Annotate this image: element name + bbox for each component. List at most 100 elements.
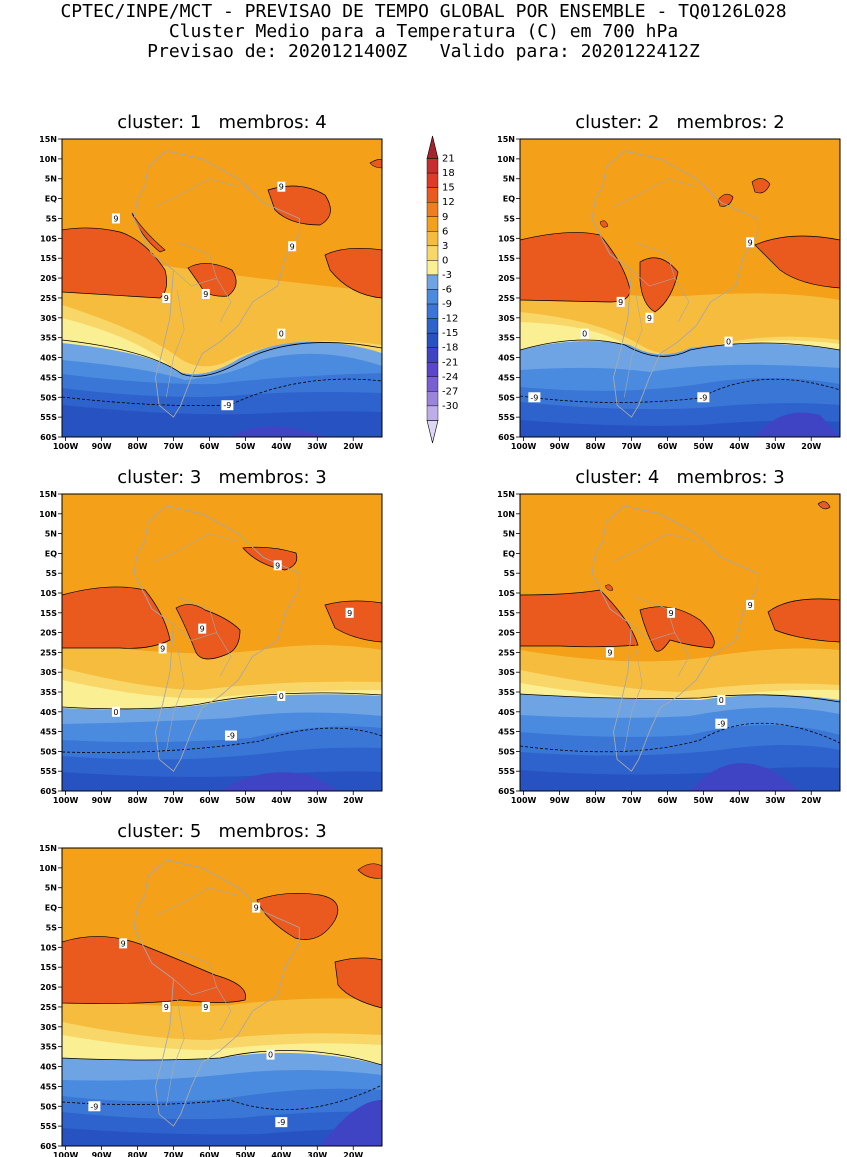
- continent-outline: [133, 859, 300, 1127]
- lon-label: 20W: [801, 442, 821, 451]
- colorbar-label: 21: [442, 154, 455, 165]
- contour-label-box: [277, 181, 286, 192]
- lon-label: 40W: [271, 796, 291, 805]
- contour-label-box: [221, 400, 234, 411]
- country-border: [155, 887, 239, 916]
- colorbar-swatch: [426, 187, 439, 203]
- contour-label-box: [528, 392, 541, 403]
- contour-label: -9: [223, 401, 231, 410]
- lon-label: 90W: [92, 796, 112, 805]
- panel-4-title: cluster: 4 membros: 3: [575, 467, 785, 488]
- lon-label: 80W: [128, 1151, 148, 1157]
- panel-2-title: cluster: 2 membros: 2: [575, 112, 785, 133]
- lon-label: 60W: [199, 442, 219, 451]
- contour-label-box: [717, 694, 726, 705]
- lat-label: 60S: [40, 787, 57, 796]
- main-title: CPTEC/INPE/MCT - PREVISAO DE TEMPO GLOBA…: [60, 1, 787, 22]
- contour-label-box: [715, 718, 728, 729]
- lon-label: 90W: [550, 442, 570, 451]
- colorbar-label: 6: [442, 226, 448, 237]
- panel-3-title: cluster: 3 membros: 3: [117, 467, 327, 488]
- lat-label: 10S: [40, 943, 57, 952]
- lon-label: 70W: [621, 442, 641, 451]
- country-border: [624, 289, 643, 398]
- contour-label: 9: [347, 609, 352, 618]
- contour-label: 9: [160, 644, 165, 653]
- colorbar-label: -21: [442, 357, 458, 368]
- lat-label: 30S: [40, 314, 57, 323]
- lat-label: 45S: [40, 1082, 57, 1091]
- contour-label: 9: [164, 294, 169, 303]
- contour-label: 0: [279, 330, 284, 339]
- panel-3-frame: [61, 493, 383, 792]
- lon-label: 40W: [271, 1151, 291, 1157]
- colorbar-swatch: [426, 201, 439, 217]
- lon-label: 30W: [765, 442, 785, 451]
- country-border: [176, 242, 217, 279]
- lon-label: 60W: [199, 796, 219, 805]
- contour-label-box: [162, 292, 171, 303]
- lat-label: 15N: [39, 135, 57, 144]
- lon-label: 60W: [657, 796, 677, 805]
- lat-label: 40S: [40, 354, 57, 363]
- country-border: [624, 644, 643, 752]
- lon-label: 70W: [163, 1151, 183, 1157]
- contour-label: -9: [699, 393, 707, 402]
- lat-label: 20S: [40, 983, 57, 992]
- contour-label: 9: [279, 183, 284, 192]
- lat-label: 50S: [40, 1102, 57, 1111]
- panel-5-map: [62, 848, 382, 1146]
- contour-label-box: [746, 599, 755, 610]
- contour-label-box: [273, 560, 282, 571]
- lat-label: 60S: [40, 1142, 57, 1151]
- contour-label: 9: [618, 298, 623, 307]
- contour-label: 9: [290, 242, 295, 251]
- lon-label: 80W: [586, 796, 606, 805]
- lat-label: 55S: [40, 413, 57, 422]
- lat-label: 5N: [45, 175, 57, 184]
- contour-label-box: [162, 1001, 171, 1012]
- lat-label: 55S: [498, 413, 515, 422]
- contour-label: 9: [200, 625, 205, 634]
- panel-1-frame: [61, 138, 383, 438]
- colorbar-arrow-bottom: [426, 420, 439, 444]
- contour-label-box: [580, 328, 589, 339]
- continent-outline: [591, 150, 758, 418]
- contour-label: 9: [203, 290, 208, 299]
- lon-label: 80W: [128, 442, 148, 451]
- lon-label: 70W: [163, 796, 183, 805]
- colorbar-swatch: [426, 332, 439, 348]
- lon-label: 30W: [765, 796, 785, 805]
- colorbar-arrow-top: [426, 135, 439, 159]
- contour-label-box: [277, 690, 286, 701]
- lon-label: 50W: [235, 796, 255, 805]
- lat-label: 25S: [40, 1003, 57, 1012]
- lat-label: 20S: [40, 274, 57, 283]
- lon-label: 100W: [53, 796, 79, 805]
- lat-label: 55S: [40, 767, 57, 776]
- lon-label: 80W: [128, 796, 148, 805]
- lat-label: 25S: [498, 648, 515, 657]
- lat-label: EQ: [45, 904, 57, 913]
- colorbar-label: -15: [442, 328, 458, 339]
- contour-label: 9: [203, 1003, 208, 1012]
- lat-label: 5S: [504, 214, 516, 223]
- lat-label: 50S: [40, 393, 57, 402]
- colorbar-swatch: [426, 405, 439, 421]
- lat-label: 30S: [498, 314, 515, 323]
- contour-label: 9: [668, 609, 673, 618]
- lat-label: 15S: [40, 609, 57, 618]
- country-border: [176, 951, 217, 988]
- contour-label-box: [605, 647, 614, 658]
- lat-label: 10N: [39, 864, 57, 873]
- contour-label: 0: [582, 330, 587, 339]
- lat-label: 5N: [45, 884, 57, 893]
- lat-label: 30S: [40, 668, 57, 677]
- country-border: [155, 533, 239, 562]
- lat-label: EQ: [45, 195, 57, 204]
- contour-label: 0: [719, 696, 724, 705]
- contour-label-box: [697, 392, 710, 403]
- forecast-dates: Previsao de: 2020121400Z Valido para: 20…: [147, 41, 700, 62]
- colorbar-label: -18: [442, 343, 458, 354]
